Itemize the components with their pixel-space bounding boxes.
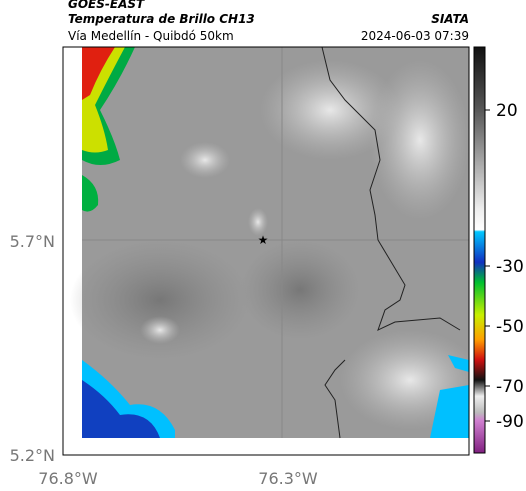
lon-label: 76.8°W <box>38 469 98 488</box>
location: Vía Medellín - Quibdó 50km <box>68 29 234 43</box>
header: GOES-EAST Temperatura de Brillo CH13 Vía… <box>68 0 469 43</box>
satellite-image: ★ <box>70 46 480 439</box>
lat-label: 5.7°N <box>10 232 55 251</box>
subtitle: Temperatura de Brillo CH13 <box>68 12 255 26</box>
lon-label: 76.3°W <box>258 469 318 488</box>
lat-label: 5.2°N <box>10 446 55 465</box>
map-frame <box>62 46 470 456</box>
colorbar-tick-label: -90 <box>496 412 524 432</box>
colorbar-tick-label: 20 <box>496 101 518 121</box>
title: GOES-EAST <box>68 0 145 11</box>
colorbar-tick-label: -30 <box>496 257 524 277</box>
source: SIATA <box>431 12 469 26</box>
star-marker: ★ <box>258 233 269 247</box>
colorbar <box>473 46 486 454</box>
colorbar-ticks: 20 -30 -50 -70 -90 <box>485 101 524 432</box>
colorbar-tick-label: -50 <box>496 317 524 337</box>
datetime: 2024-06-03 07:39 <box>361 29 469 43</box>
colorbar-tick-label: -70 <box>496 377 524 397</box>
map-axes: 5.7°N 5.2°N 76.8°W 76.3°W <box>10 232 318 488</box>
